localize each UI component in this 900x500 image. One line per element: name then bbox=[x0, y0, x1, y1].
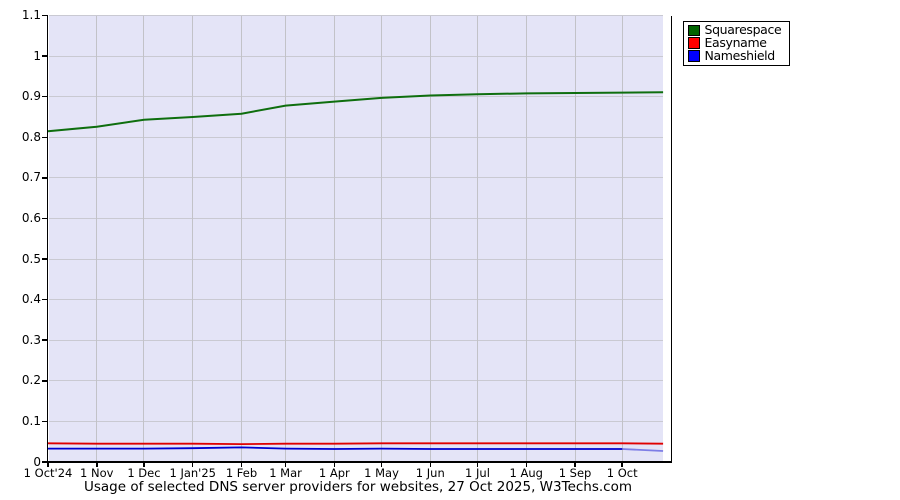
y-axis-tick bbox=[41, 380, 48, 382]
legend-item-nameshield: Nameshield bbox=[688, 47, 781, 63]
y-tick-label: 0.6 bbox=[21, 210, 41, 225]
x-axis-tick bbox=[47, 462, 49, 467]
x-tick-label: 1 Oct bbox=[606, 466, 638, 480]
legend-swatch-icon bbox=[688, 24, 700, 37]
y-axis-line bbox=[46, 15, 49, 463]
legend-swatch-icon bbox=[688, 37, 700, 49]
y-axis-tick bbox=[41, 136, 48, 139]
y-tick-label: 1.1 bbox=[21, 8, 41, 22]
y-axis-tick bbox=[41, 177, 48, 179]
y-tick-label: 0.4 bbox=[21, 292, 41, 307]
legend-label: Easyname bbox=[704, 34, 767, 50]
x-axis-tick bbox=[143, 462, 145, 467]
gridline-horizontal bbox=[48, 15, 664, 16]
y-tick-label: 0.8 bbox=[21, 129, 41, 144]
plot-area bbox=[48, 15, 664, 462]
y-axis-tick bbox=[41, 420, 48, 423]
x-axis-tick bbox=[96, 462, 98, 467]
y-axis-tick bbox=[41, 217, 48, 220]
chart-title: Usage of selected DNS server providers f… bbox=[83, 479, 633, 495]
y-axis-tick bbox=[41, 258, 48, 260]
gridline-horizontal bbox=[48, 299, 664, 301]
legend-label: Nameshield bbox=[704, 47, 776, 63]
x-axis-tick bbox=[191, 462, 194, 467]
gridline-horizontal bbox=[48, 136, 664, 138]
gridline-horizontal bbox=[48, 420, 664, 422]
gridline-horizontal bbox=[48, 96, 664, 98]
gridline-vertical bbox=[621, 15, 623, 462]
x-axis-tick bbox=[476, 462, 479, 467]
legend-swatch-icon bbox=[688, 50, 700, 62]
gridline-vertical bbox=[143, 15, 145, 462]
x-axis-line bbox=[46, 461, 672, 463]
x-tick-label: 1 Sep bbox=[558, 466, 592, 480]
gridline-horizontal bbox=[48, 217, 664, 219]
y-axis-tick bbox=[41, 55, 48, 57]
y-tick-label: 0.7 bbox=[21, 170, 41, 185]
x-tick-label: 1 May bbox=[364, 466, 399, 480]
y-tick-label: 0.3 bbox=[21, 332, 41, 347]
y-tick-label: 0 bbox=[33, 454, 41, 469]
x-tick-label: 1 Feb bbox=[225, 466, 258, 480]
y-tick-label: 0.1 bbox=[21, 413, 41, 428]
y-axis-tick bbox=[41, 14, 48, 17]
x-tick-label: 1 Nov bbox=[80, 466, 114, 480]
x-tick-label: 1 Oct'24 bbox=[23, 466, 73, 480]
x-axis-tick bbox=[240, 462, 243, 467]
y-tick-label: 0.9 bbox=[21, 89, 41, 104]
x-tick-label: 1 Aug bbox=[509, 466, 543, 480]
gridline-vertical bbox=[241, 15, 242, 462]
legend-item-easyname: Easyname bbox=[688, 34, 781, 50]
y-axis-tick bbox=[41, 95, 48, 98]
gridline-vertical bbox=[333, 15, 335, 462]
gridline-horizontal bbox=[48, 177, 664, 179]
x-axis-tick bbox=[525, 462, 527, 467]
gridline-vertical bbox=[96, 15, 98, 462]
y-axis-tick bbox=[41, 461, 48, 463]
gridline-vertical bbox=[192, 15, 194, 462]
x-axis-tick bbox=[333, 462, 336, 467]
y-tick-label: 1 bbox=[33, 48, 41, 63]
gridline-horizontal bbox=[48, 380, 664, 382]
gridline-vertical bbox=[429, 15, 431, 462]
legend-item-squarespace: Squarespace bbox=[688, 22, 782, 37]
legend-label: Squarespace bbox=[704, 22, 782, 37]
x-tick-label: 1 Jan'25 bbox=[169, 466, 216, 480]
y-axis-tick bbox=[41, 298, 48, 301]
x-axis-tick bbox=[284, 462, 287, 467]
gridline-vertical bbox=[476, 15, 478, 462]
y-tick-label: 0.5 bbox=[21, 251, 41, 266]
gridline-vertical bbox=[525, 15, 527, 462]
x-axis-tick bbox=[574, 462, 576, 467]
legend: Squarespace Easyname Nameshield bbox=[683, 21, 791, 67]
gridline-vertical bbox=[285, 15, 287, 462]
x-tick-label: 1 Apr bbox=[318, 466, 350, 480]
x-axis-tick bbox=[380, 462, 383, 467]
y-axis-tick bbox=[41, 339, 48, 341]
gridline-horizontal bbox=[48, 258, 664, 260]
y-tick-label: 0.2 bbox=[21, 373, 41, 388]
x-tick-label: 1 Jul bbox=[465, 466, 490, 480]
x-axis-tick bbox=[429, 462, 432, 467]
x-axis-tick bbox=[621, 462, 623, 467]
gridline-horizontal bbox=[48, 55, 664, 57]
gridline-horizontal bbox=[48, 339, 664, 341]
x-tick-label: 1 Jun bbox=[415, 466, 445, 480]
right-frame-line bbox=[670, 15, 672, 462]
gridline-vertical bbox=[381, 15, 383, 462]
x-tick-label: 1 Dec bbox=[127, 466, 161, 480]
gridline-vertical bbox=[574, 15, 576, 462]
x-tick-label: 1 Mar bbox=[269, 466, 302, 480]
